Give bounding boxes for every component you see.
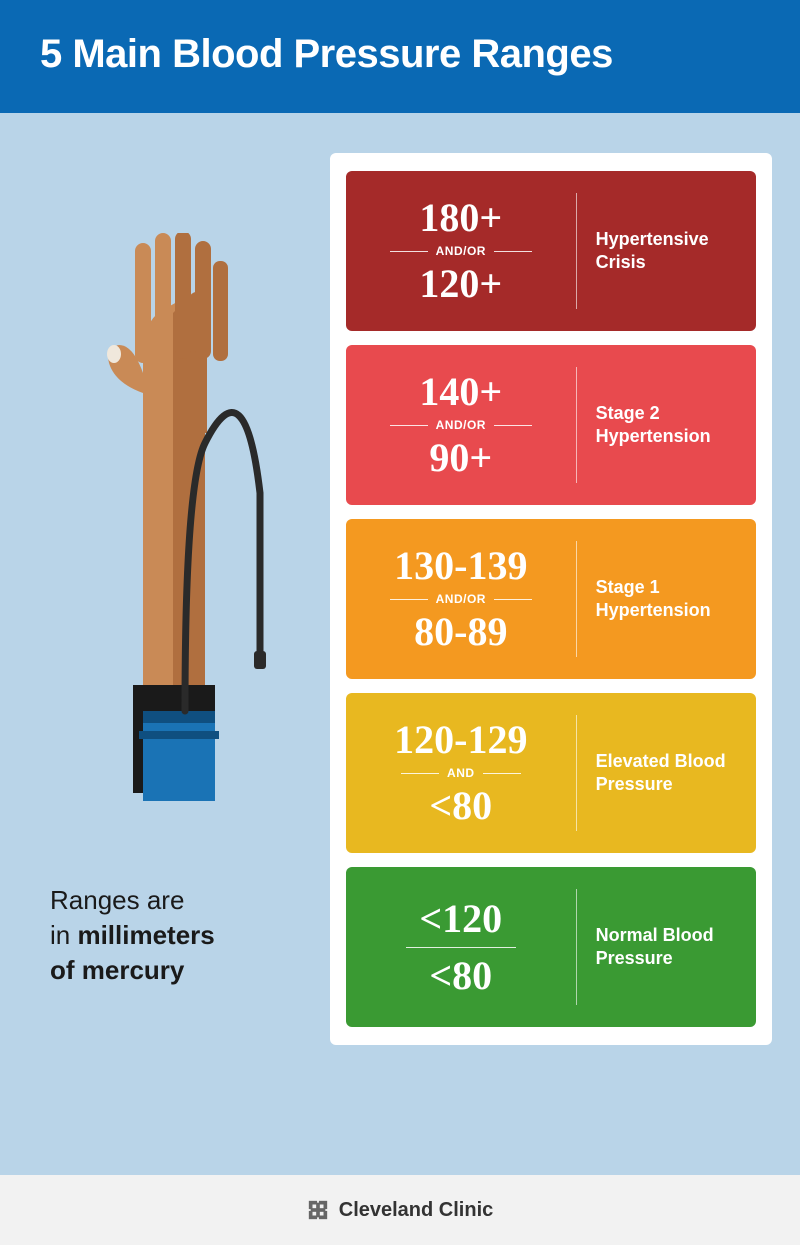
caption-line2-pre: in bbox=[50, 920, 77, 950]
brand-logo-icon bbox=[307, 1199, 329, 1221]
diastolic-value: 120+ bbox=[419, 264, 502, 304]
range-card: 180+ AND/OR 120+ Hypertensive Crisis bbox=[346, 171, 756, 331]
page-title: 5 Main Blood Pressure Ranges bbox=[40, 32, 760, 77]
units-caption: Ranges are in millimeters of mercury bbox=[30, 883, 215, 988]
rule-line bbox=[390, 599, 428, 600]
range-values: 120-129 AND <80 bbox=[346, 693, 576, 853]
range-values: <120 <80 bbox=[346, 867, 576, 1027]
systolic-value: 120-129 bbox=[394, 720, 527, 760]
diastolic-value: 90+ bbox=[429, 438, 492, 478]
range-label-cell: Stage 2 Hypertension bbox=[576, 345, 756, 505]
divider-line bbox=[406, 947, 516, 948]
connector-text: AND bbox=[447, 766, 475, 780]
connector-text: AND/OR bbox=[436, 418, 486, 432]
range-label: Elevated Blood Pressure bbox=[596, 750, 736, 797]
brand-name: Cleveland Clinic bbox=[339, 1199, 494, 1222]
arm-cuff-illustration bbox=[65, 233, 275, 843]
caption-line2-bold: millimeters bbox=[77, 920, 214, 950]
rule-line bbox=[494, 425, 532, 426]
range-label: Stage 1 Hypertension bbox=[596, 576, 736, 623]
range-label: Stage 2 Hypertension bbox=[596, 402, 736, 449]
connector-text: AND/OR bbox=[436, 592, 486, 606]
range-card: 140+ AND/OR 90+ Stage 2 Hypertension bbox=[346, 345, 756, 505]
range-label-cell: Stage 1 Hypertension bbox=[576, 519, 756, 679]
rule-line bbox=[401, 773, 439, 774]
range-values: 140+ AND/OR 90+ bbox=[346, 345, 576, 505]
main-content: Ranges are in millimeters of mercury 180… bbox=[0, 113, 800, 1045]
connector-text: AND/OR bbox=[436, 244, 486, 258]
range-label-cell: Elevated Blood Pressure bbox=[576, 693, 756, 853]
systolic-value: <120 bbox=[419, 899, 502, 939]
illustration-column: Ranges are in millimeters of mercury bbox=[30, 153, 310, 1045]
rule-line bbox=[483, 773, 521, 774]
rule-line bbox=[494, 251, 532, 252]
rule-line bbox=[390, 425, 428, 426]
diastolic-value: <80 bbox=[429, 956, 492, 996]
range-card: 120-129 AND <80 Elevated Blood Pressure bbox=[346, 693, 756, 853]
connector-row: AND/OR bbox=[390, 418, 532, 432]
range-label-cell: Hypertensive Crisis bbox=[576, 171, 756, 331]
range-values: 130-139 AND/OR 80-89 bbox=[346, 519, 576, 679]
range-label-cell: Normal Blood Pressure bbox=[576, 867, 756, 1027]
systolic-value: 140+ bbox=[419, 372, 502, 412]
connector-row: AND bbox=[401, 766, 521, 780]
range-values: 180+ AND/OR 120+ bbox=[346, 171, 576, 331]
caption-line1: Ranges are bbox=[50, 885, 184, 915]
rule-line bbox=[494, 599, 532, 600]
diastolic-value: <80 bbox=[429, 786, 492, 826]
range-card: <120 <80 Normal Blood Pressure bbox=[346, 867, 756, 1027]
caption-line3-bold: of mercury bbox=[50, 955, 184, 985]
footer: Cleveland Clinic bbox=[0, 1175, 800, 1245]
diastolic-value: 80-89 bbox=[414, 612, 507, 652]
header-banner: 5 Main Blood Pressure Ranges bbox=[0, 0, 800, 113]
range-label: Normal Blood Pressure bbox=[596, 924, 736, 971]
range-card: 130-139 AND/OR 80-89 Stage 1 Hypertension bbox=[346, 519, 756, 679]
systolic-value: 180+ bbox=[419, 198, 502, 238]
rule-line bbox=[390, 251, 428, 252]
connector-row: AND/OR bbox=[390, 592, 532, 606]
ranges-panel: 180+ AND/OR 120+ Hypertensive Crisis 140+ AND… bbox=[330, 153, 772, 1045]
systolic-value: 130-139 bbox=[394, 546, 527, 586]
connector-row: AND/OR bbox=[390, 244, 532, 258]
range-label: Hypertensive Crisis bbox=[596, 228, 736, 275]
